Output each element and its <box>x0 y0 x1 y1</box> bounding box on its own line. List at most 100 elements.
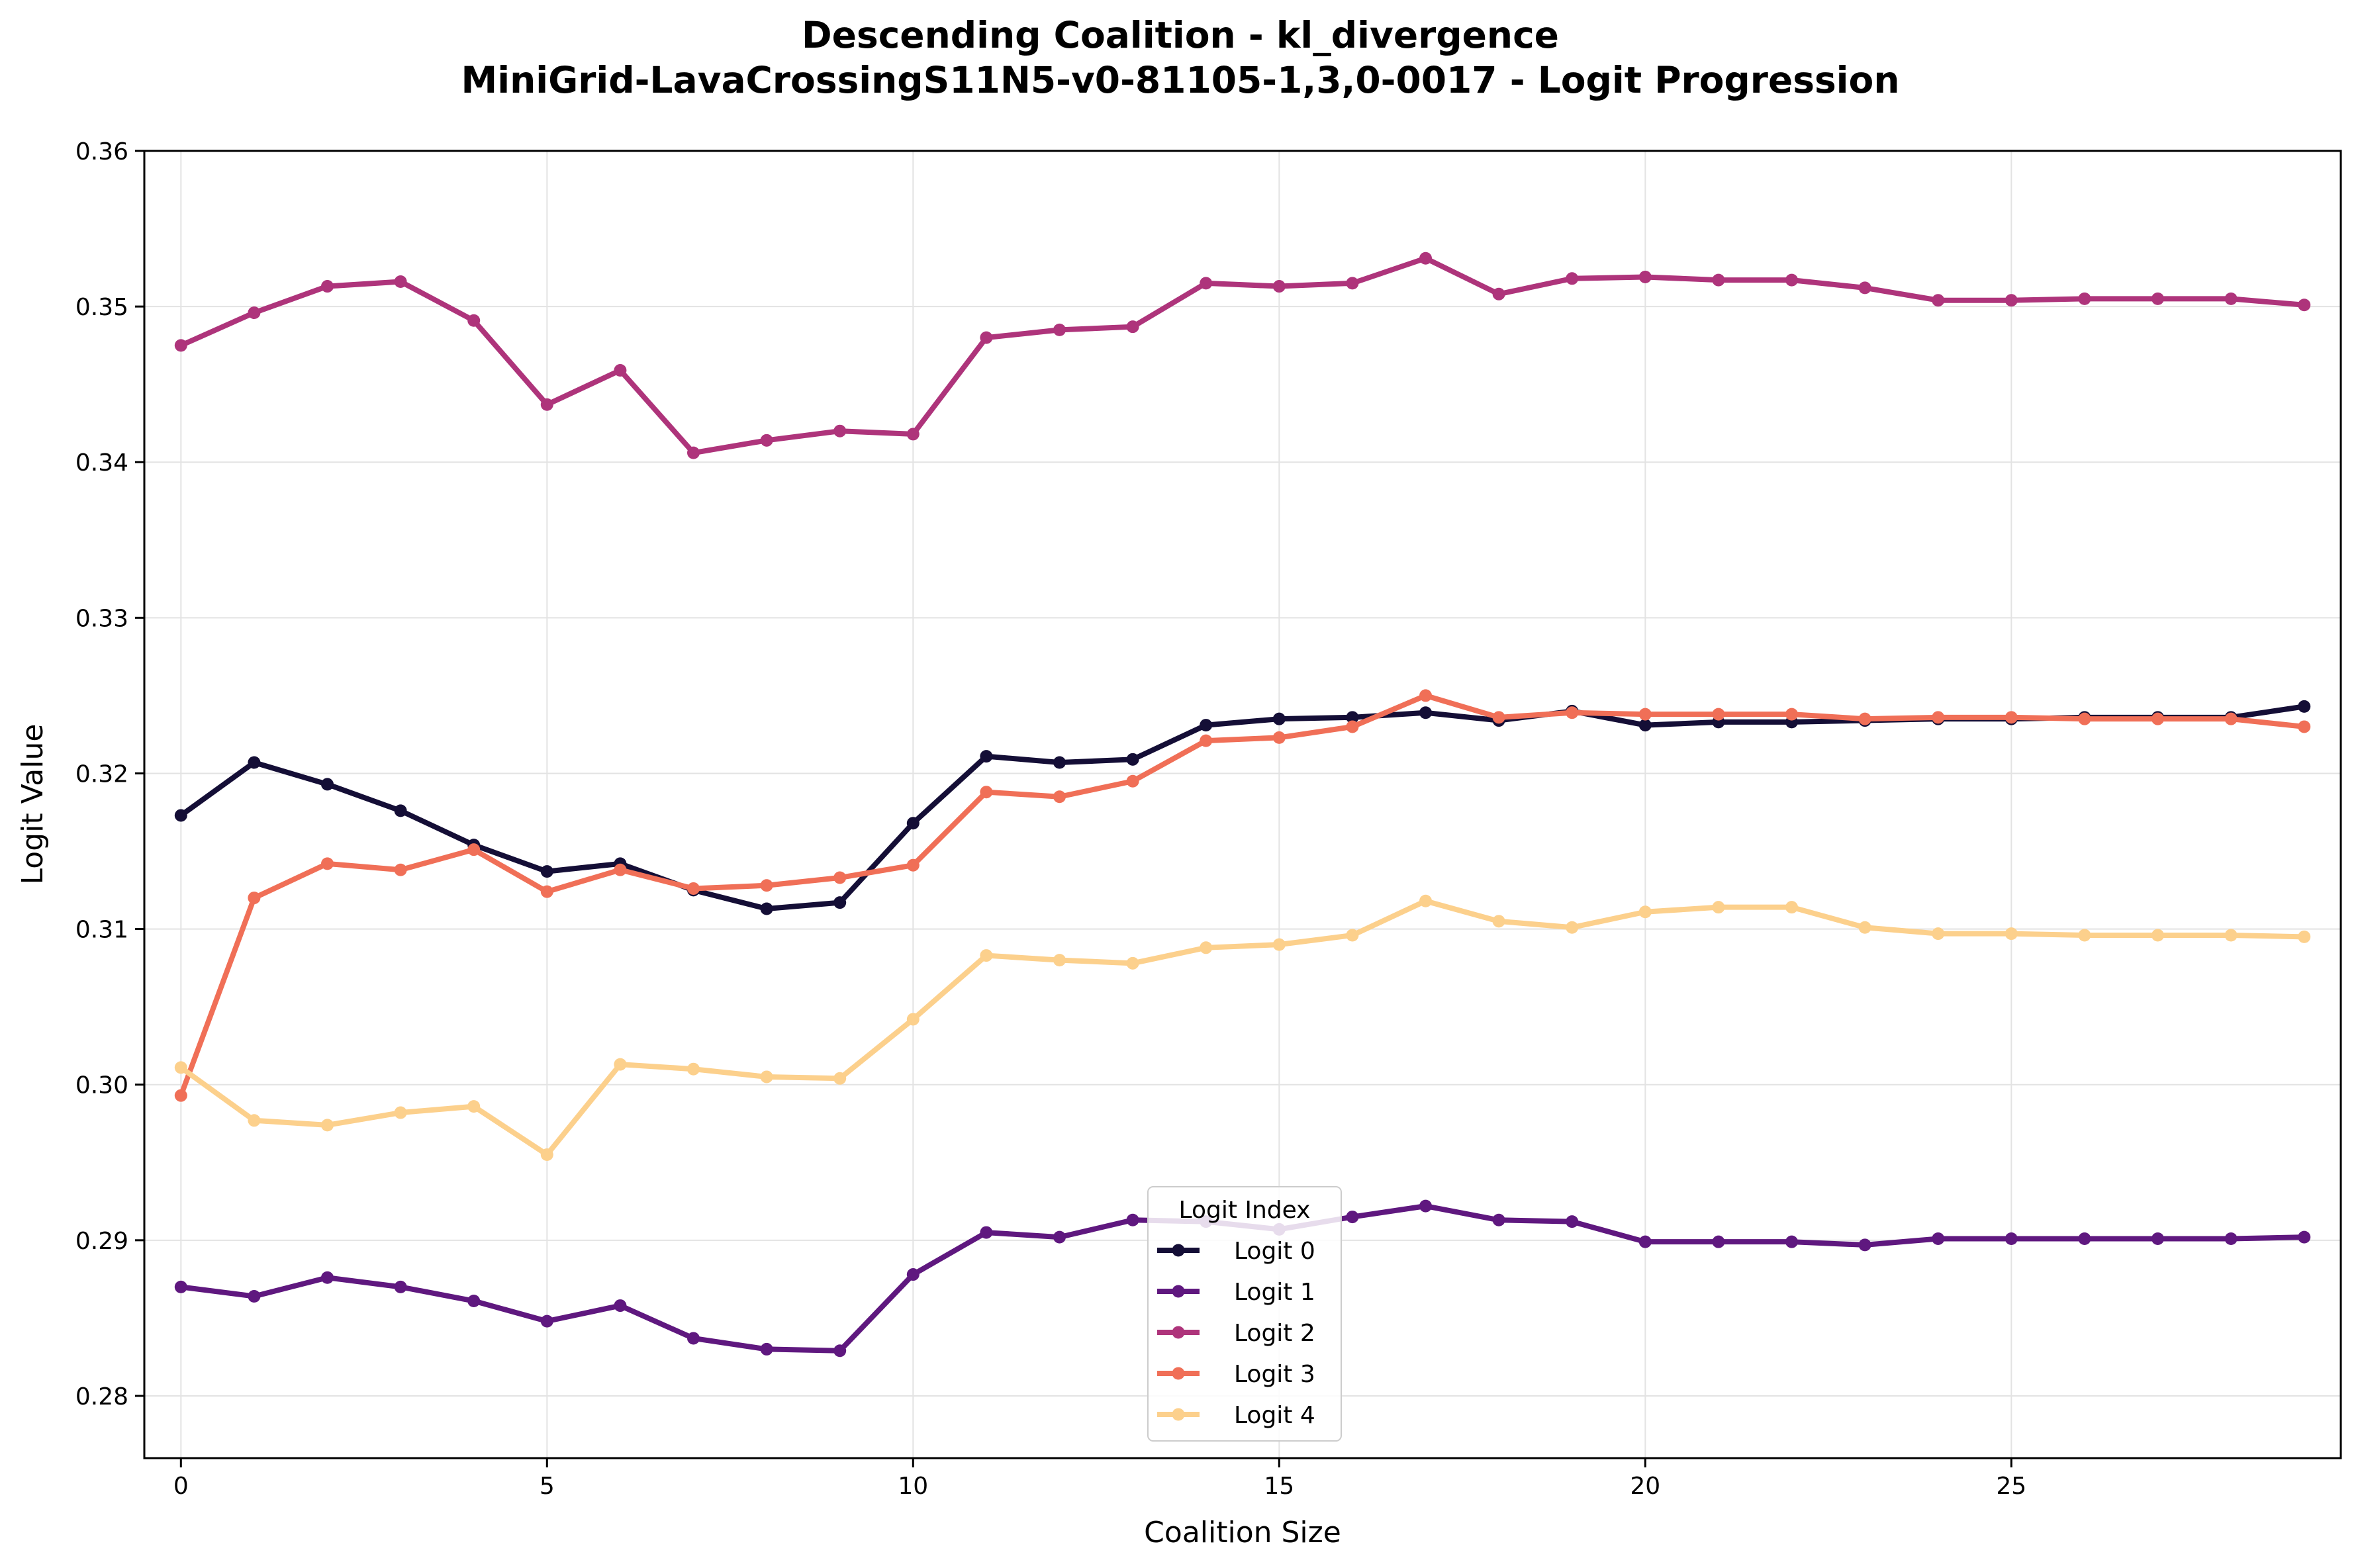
data-point <box>906 817 920 830</box>
data-point <box>1638 1235 1652 1248</box>
data-point <box>2078 929 2091 942</box>
data-point <box>2224 292 2238 305</box>
data-point <box>1126 1213 1139 1226</box>
data-point <box>2151 929 2164 942</box>
data-point <box>2078 712 2091 725</box>
legend-entry: Logit 0 <box>1157 1238 1315 1265</box>
legend-entry: Logit 2 <box>1157 1320 1315 1347</box>
data-point <box>1492 711 1505 724</box>
x-tick-label: 10 <box>898 1473 928 1500</box>
data-point <box>2005 294 2018 307</box>
data-point <box>1053 756 1066 769</box>
data-point <box>1346 720 1359 733</box>
data-point <box>760 1342 773 1356</box>
data-point <box>906 428 920 441</box>
y-tick-label: 0.36 <box>75 138 128 165</box>
data-point <box>321 778 334 791</box>
data-point <box>1126 774 1139 788</box>
data-point <box>1419 706 1432 719</box>
data-point <box>1712 273 1725 287</box>
data-point <box>2078 1232 2091 1245</box>
data-point <box>1272 280 1286 293</box>
data-point <box>1858 281 1871 295</box>
data-point <box>540 865 553 878</box>
data-point <box>980 1226 993 1239</box>
data-point <box>980 949 993 962</box>
data-point <box>321 857 334 870</box>
x-axis-label: Coalition Size <box>1144 1516 1341 1549</box>
data-point <box>2298 700 2311 713</box>
y-axis-label: Logit Value <box>16 724 50 885</box>
data-point <box>1858 921 1871 934</box>
data-point <box>1785 273 1798 287</box>
data-point <box>1712 901 1725 914</box>
y-tick-label: 0.28 <box>75 1383 128 1410</box>
legend-label: Logit 3 <box>1234 1361 1315 1388</box>
data-point <box>687 1062 700 1076</box>
data-point <box>1785 901 1798 914</box>
legend-swatch-marker <box>1172 1408 1185 1421</box>
data-point <box>1492 287 1505 300</box>
data-point <box>687 882 700 895</box>
data-point <box>248 1114 261 1127</box>
data-point <box>1419 894 1432 907</box>
data-point <box>687 1332 700 1345</box>
data-point <box>174 1089 187 1102</box>
data-point <box>1492 915 1505 928</box>
data-point <box>321 1119 334 1132</box>
legend-label: Logit 1 <box>1234 1279 1315 1306</box>
y-tick-label: 0.33 <box>75 605 128 632</box>
x-tick-label: 0 <box>173 1473 189 1500</box>
x-tick-label: 5 <box>540 1473 555 1500</box>
plot-frame <box>143 150 2342 1459</box>
data-point <box>1272 938 1286 951</box>
series-2 <box>174 252 2311 459</box>
data-point <box>687 446 700 459</box>
data-point <box>1200 719 1213 732</box>
data-point <box>1566 1215 1579 1228</box>
data-point <box>1932 294 1945 307</box>
data-point <box>1932 711 1945 724</box>
series-3 <box>174 689 2311 1102</box>
data-point <box>1126 320 1139 334</box>
data-point <box>394 863 407 876</box>
data-point <box>614 1299 627 1313</box>
data-point <box>1200 277 1213 290</box>
data-point <box>980 750 993 763</box>
data-point <box>467 1100 481 1113</box>
data-point <box>540 398 553 411</box>
data-point <box>2005 927 2018 941</box>
data-point <box>1126 956 1139 970</box>
legend-swatch-marker <box>1172 1367 1185 1380</box>
data-point <box>906 1013 920 1026</box>
data-point <box>760 902 773 915</box>
data-point <box>2151 1232 2164 1245</box>
series-line <box>178 898 2307 1158</box>
data-point <box>2224 712 2238 725</box>
data-point <box>174 809 187 822</box>
legend-entry: Logit 3 <box>1157 1361 1315 1388</box>
data-point <box>1785 708 1798 721</box>
data-point <box>2298 1230 2311 1244</box>
data-point <box>1932 927 1945 941</box>
data-point <box>1566 272 1579 285</box>
y-tick-label: 0.32 <box>75 761 128 788</box>
data-point <box>321 1271 334 1284</box>
data-point <box>1053 954 1066 967</box>
data-point <box>1346 929 1359 942</box>
data-point <box>833 871 847 884</box>
data-point <box>906 858 920 872</box>
legend-swatch-marker <box>1172 1285 1185 1298</box>
data-point <box>174 1280 187 1293</box>
data-point <box>614 863 627 876</box>
data-point <box>1272 712 1286 725</box>
data-point <box>2298 299 2311 312</box>
data-point <box>540 1148 553 1162</box>
data-point <box>614 364 627 377</box>
legend-swatch-marker <box>1172 1244 1185 1257</box>
y-tick-label: 0.35 <box>75 294 128 321</box>
legend-label: Logit 4 <box>1234 1402 1315 1429</box>
legend: Logit Index Logit 0 Logit 1 Logit 2 Logit 3… <box>1147 1186 1342 1442</box>
data-point <box>1492 1213 1505 1226</box>
